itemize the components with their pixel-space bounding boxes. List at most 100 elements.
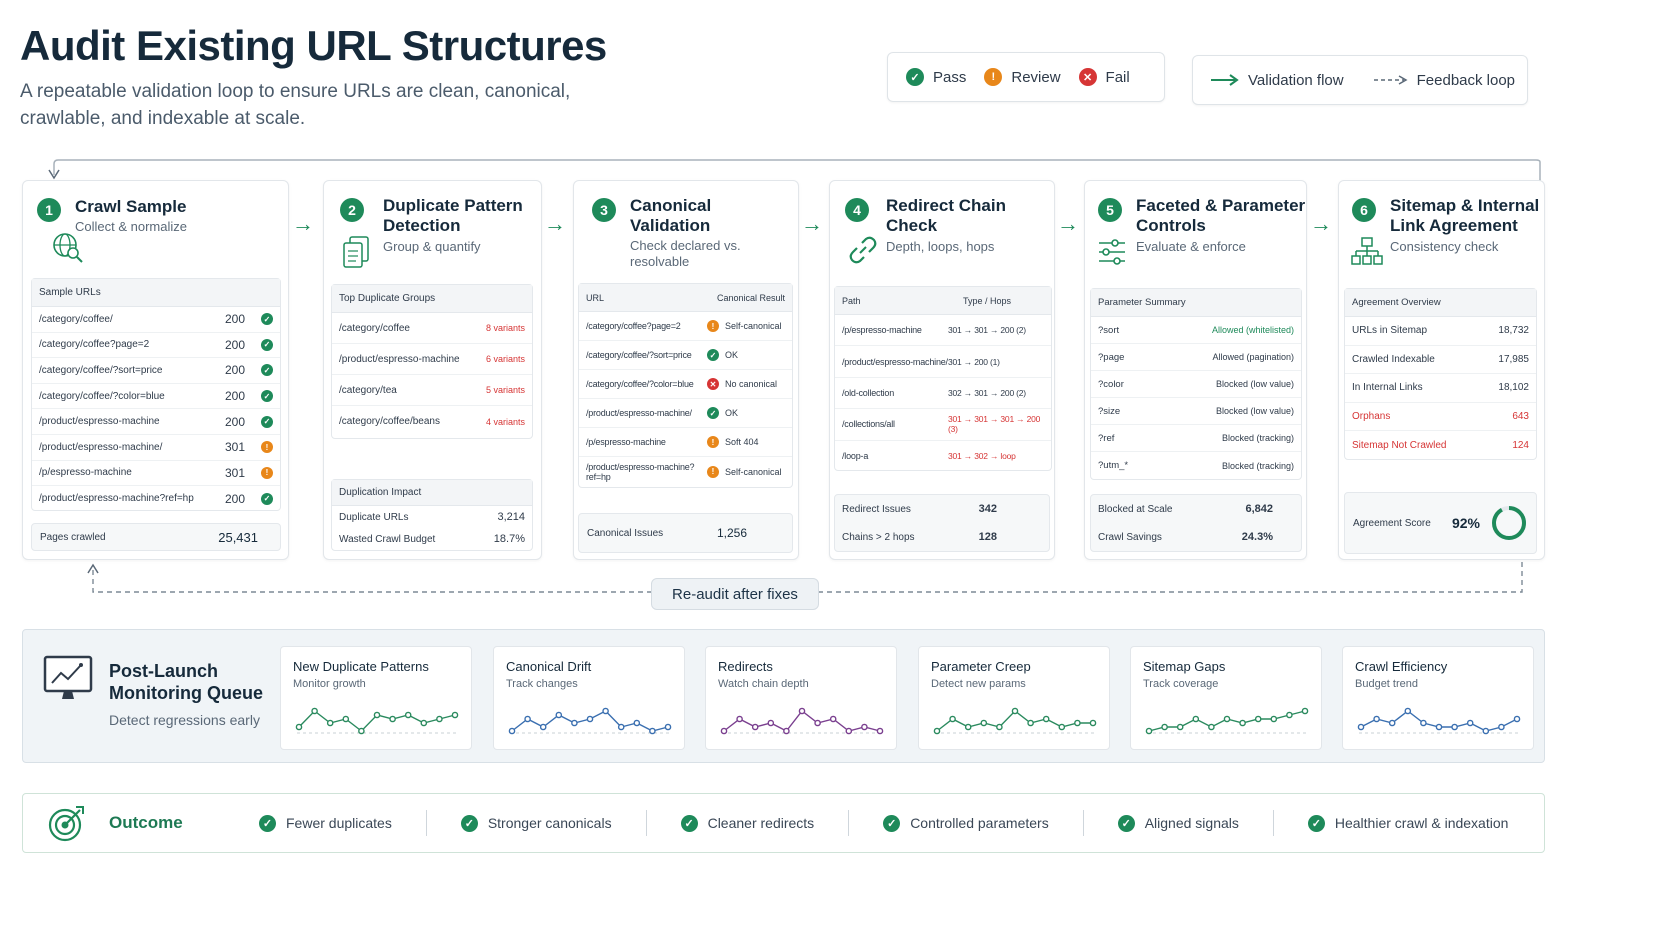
table-row: /category/coffee 8 variants: [332, 313, 532, 344]
variant-count: 5 variants: [485, 385, 525, 395]
param-rule: Blocked (tracking): [1221, 433, 1294, 443]
param-rule: Blocked (low value): [1215, 379, 1294, 389]
canonical-result: Self-canonical: [725, 321, 782, 331]
monitoring-card-title: Crawl Efficiency: [1355, 659, 1448, 674]
outcome-item: ✓ Controlled parameters: [883, 814, 1049, 832]
table-row: /product/espresso-machine 6 variants: [332, 344, 532, 375]
sparkline-point: [767, 719, 775, 727]
score-ring: [1492, 506, 1526, 540]
step-canonical-validation: 3 Canonical Validation Check declared vs…: [573, 180, 799, 560]
outcome-item-label: Aligned signals: [1144, 815, 1239, 831]
separator: [1082, 810, 1084, 836]
sparkline-point: [373, 711, 381, 719]
status-code: 301: [224, 465, 245, 480]
sparkline-point: [798, 707, 806, 715]
step-title: Crawl Sample: [75, 197, 187, 216]
check-icon: ✓: [261, 390, 273, 403]
table-header-label: Sample URLs: [39, 287, 101, 298]
sparkline-point: [326, 719, 334, 727]
summary-value: 6,842: [1245, 503, 1273, 515]
sparkline-point: [751, 723, 759, 731]
monitoring-card-subtitle: Detect new params: [931, 678, 1026, 690]
group-url: /product/espresso-machine: [339, 353, 460, 365]
redirect-path: /product/espresso-machine/: [842, 356, 948, 367]
sparkline-point: [1270, 715, 1278, 723]
table-header: Path Type / Hops: [835, 287, 1051, 315]
sparkline-point: [1420, 719, 1427, 727]
monitoring-card-title: New Duplicate Patterns: [293, 659, 429, 674]
sparkline-point: [1239, 719, 1246, 727]
status-code: 200: [224, 363, 245, 378]
group-url: /category/coffee: [339, 322, 410, 334]
impact-label: Duplicate URLs: [339, 511, 409, 523]
outcome-item: ✓ Fewer duplicates: [259, 814, 392, 832]
sparkline-point: [845, 727, 853, 735]
table-header: Agreement Overview: [1345, 289, 1536, 317]
sitemap-icon: [1351, 237, 1383, 265]
sparkline-point: [933, 727, 941, 735]
reaudit-button[interactable]: Re-audit after fixes: [651, 578, 819, 610]
monitoring-card: New Duplicate Patterns Monitor growth: [280, 646, 472, 750]
sparkline-point: [555, 711, 563, 719]
sparkline-point: [389, 715, 396, 723]
flow-legend: Validation flow Feedback loop: [1192, 55, 1528, 105]
legend-feedback-loop: Feedback loop: [1373, 72, 1515, 89]
redirect-summary: Redirect Issues 342 Chains > 2 hops 128: [834, 494, 1050, 552]
check-icon: ✓: [261, 415, 273, 428]
sparkline-point: [1254, 715, 1262, 723]
impact-label: Wasted Crawl Budget: [339, 533, 436, 545]
redirect-hops: 301 → 200 (1): [948, 356, 1000, 367]
warning-icon: !: [984, 68, 1003, 86]
table-row: /category/coffee/?color=blue ✕ No canonica…: [579, 370, 792, 399]
sparkline-point: [1058, 723, 1066, 731]
table-row: Sitemap Not Crawled 124: [1345, 431, 1536, 460]
summary-label: Canonical Issues: [587, 527, 664, 539]
legend-pass: ✓ Pass: [906, 68, 966, 86]
table-row: /loop-a 301 → 302 → loop: [835, 441, 1051, 472]
summary-row: Redirect Issues 342: [835, 495, 1049, 523]
warning-icon: !: [261, 441, 273, 454]
table-row: Orphans 643: [1345, 403, 1536, 432]
table-row: /product/espresso-machine?ref=hp 200 ✓: [32, 486, 280, 512]
canonical-issues-summary: Canonical Issues 1,256: [578, 513, 793, 553]
redirect-hops: 302 → 301 → 200 (2): [948, 387, 1026, 398]
status-code: 200: [224, 312, 245, 327]
variant-count: 6 variants: [485, 354, 525, 364]
table-row: /category/coffee/?color=blue 200 ✓: [32, 384, 280, 410]
sparkline-point: [996, 723, 1003, 731]
sparkline-point: [1482, 727, 1490, 735]
url-cell: /category/coffee/?sort=price: [586, 350, 692, 360]
duplicate-documents-icon: [343, 236, 369, 268]
x-icon: ✕: [1078, 68, 1097, 86]
sparkline-point: [1286, 711, 1293, 719]
url-cell: /p/espresso-machine: [39, 467, 132, 479]
table-header-label: Top Duplicate Groups: [339, 293, 436, 304]
url-cell: /product/espresso-machine: [39, 416, 160, 428]
outcome-item-label: Controlled parameters: [910, 815, 1049, 831]
summary-value: 342: [978, 503, 997, 515]
canonical-result: Self-canonical: [725, 466, 782, 477]
table-header-label: Parameter Summary: [1098, 297, 1186, 308]
variant-count: 4 variants: [485, 416, 525, 427]
table-row: Crawled Indexable 17,985: [1345, 346, 1536, 375]
monitoring-card: Crawl Efficiency Budget trend: [1342, 646, 1534, 750]
table-header-label: Agreement Overview: [1352, 297, 1441, 308]
outcome-item: ✓ Aligned signals: [1117, 814, 1239, 832]
table-row: /product/espresso-machine/301!: [32, 435, 280, 461]
monitor-chart-icon: [43, 655, 93, 699]
agreement-value: 643: [1512, 411, 1529, 423]
flow-arrow: →: [801, 211, 823, 236]
status-code: 200: [224, 414, 245, 429]
top-loop-line: [48, 159, 1541, 185]
outcome-title: Outcome: [109, 813, 183, 832]
step-number: 1: [37, 198, 61, 222]
sparkline-point: [1373, 715, 1380, 723]
monitoring-card-subtitle: Budget trend: [1355, 678, 1418, 690]
col-canonical-result: Canonical Result: [716, 292, 785, 303]
table-row: ?sort Allowed (whitelisted): [1091, 317, 1301, 344]
globe-search-icon: [53, 233, 83, 263]
table-row: /p/espresso-machine 301 → 301 → 200 (2): [835, 315, 1051, 347]
param-name: ?page: [1098, 351, 1125, 363]
legend-fail: ✕ Fail: [1078, 68, 1130, 86]
param-name: ?utm_*: [1098, 460, 1129, 471]
